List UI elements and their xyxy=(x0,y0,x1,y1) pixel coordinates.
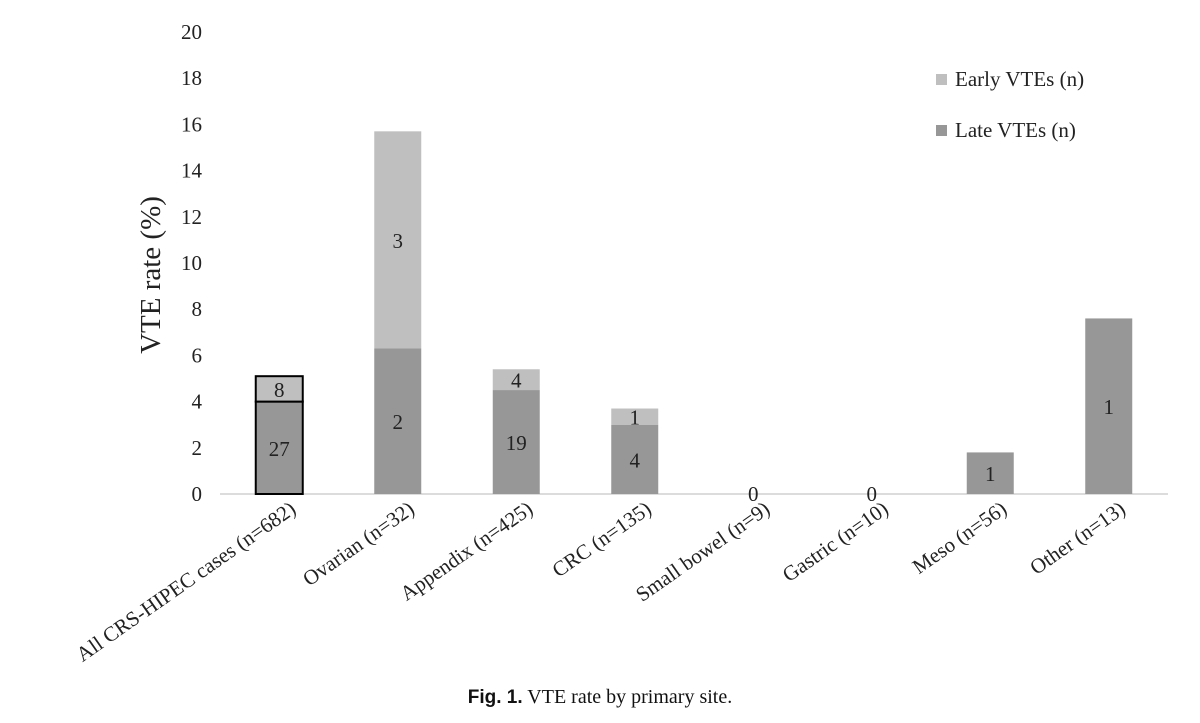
x-category-label: Gastric (n=10) xyxy=(778,496,893,586)
legend-swatch xyxy=(936,125,947,136)
bar-data-label: 1 xyxy=(985,462,996,486)
y-tick-label: 6 xyxy=(192,343,203,367)
bar-late-vtes xyxy=(611,424,659,494)
bar-data-label: 1 xyxy=(630,406,641,430)
y-tick-label: 14 xyxy=(181,159,203,183)
bar-late-vtes xyxy=(374,348,422,494)
caption-text: VTE rate by primary site. xyxy=(527,686,733,708)
bar-data-label: 4 xyxy=(630,448,641,472)
x-category-label: All CRS-HIPEC cases (n=682) xyxy=(72,496,300,666)
x-category-label: Ovarian (n=32) xyxy=(298,496,418,590)
x-category-label: Meso (n=56) xyxy=(908,496,1011,578)
bar-data-label: 3 xyxy=(393,229,404,253)
y-tick-label: 8 xyxy=(192,297,203,321)
bar-data-label: 1 xyxy=(1104,395,1115,419)
category-labels: All CRS-HIPEC cases (n=682)Ovarian (n=32… xyxy=(72,496,1130,666)
bar-late-vtes xyxy=(492,390,540,494)
y-tick-label: 18 xyxy=(181,66,202,90)
bar-data-label: 2 xyxy=(393,410,404,434)
bar-early-vtes xyxy=(611,408,659,425)
bar-data-label: 4 xyxy=(511,369,522,393)
bar-early-vtes xyxy=(374,131,422,349)
y-tick-label: 0 xyxy=(192,482,203,506)
legend-label: Early VTEs (n) xyxy=(955,67,1084,91)
x-category-label: Other (n=13) xyxy=(1025,496,1129,579)
bar-late-vtes xyxy=(966,452,1014,494)
bar-data-label: 27 xyxy=(269,437,290,461)
y-tick-label: 16 xyxy=(181,112,202,136)
bar-data-label: 19 xyxy=(506,431,527,455)
figure-caption: Fig. 1. VTE rate by primary site. xyxy=(0,686,1200,709)
y-tick-label: 4 xyxy=(192,390,203,414)
legend-label: Late VTEs (n) xyxy=(955,118,1076,142)
bar-late-vtes xyxy=(254,400,304,496)
bar-early-vtes xyxy=(492,369,540,391)
bar-late-vtes xyxy=(1085,318,1133,494)
y-axis-ticks: 0 2 4 6 8 10 12 14 16 18 20 xyxy=(181,20,203,506)
bar-data-label: 8 xyxy=(274,378,285,402)
x-category-label: Appendix (n=425) xyxy=(396,496,537,605)
x-category-label: CRC (n=135) xyxy=(548,496,656,582)
bars: 27 8 2 3 19 4 4 1 0 0 1 1 xyxy=(254,131,1133,506)
y-tick-label: 10 xyxy=(181,251,202,275)
bar-data-label: 0 xyxy=(867,482,878,506)
legend: Early VTEs (n) Late VTEs (n) xyxy=(936,67,1084,142)
caption-prefix: Fig. 1. xyxy=(467,687,523,708)
y-tick-label: 2 xyxy=(192,436,203,460)
bar-data-label: 0 xyxy=(748,482,759,506)
y-tick-label: 12 xyxy=(181,205,202,229)
bar-early-vtes xyxy=(254,375,304,403)
y-axis-label: VTE rate (%) xyxy=(135,196,167,354)
y-tick-label: 20 xyxy=(181,20,202,44)
legend-swatch xyxy=(936,74,947,85)
